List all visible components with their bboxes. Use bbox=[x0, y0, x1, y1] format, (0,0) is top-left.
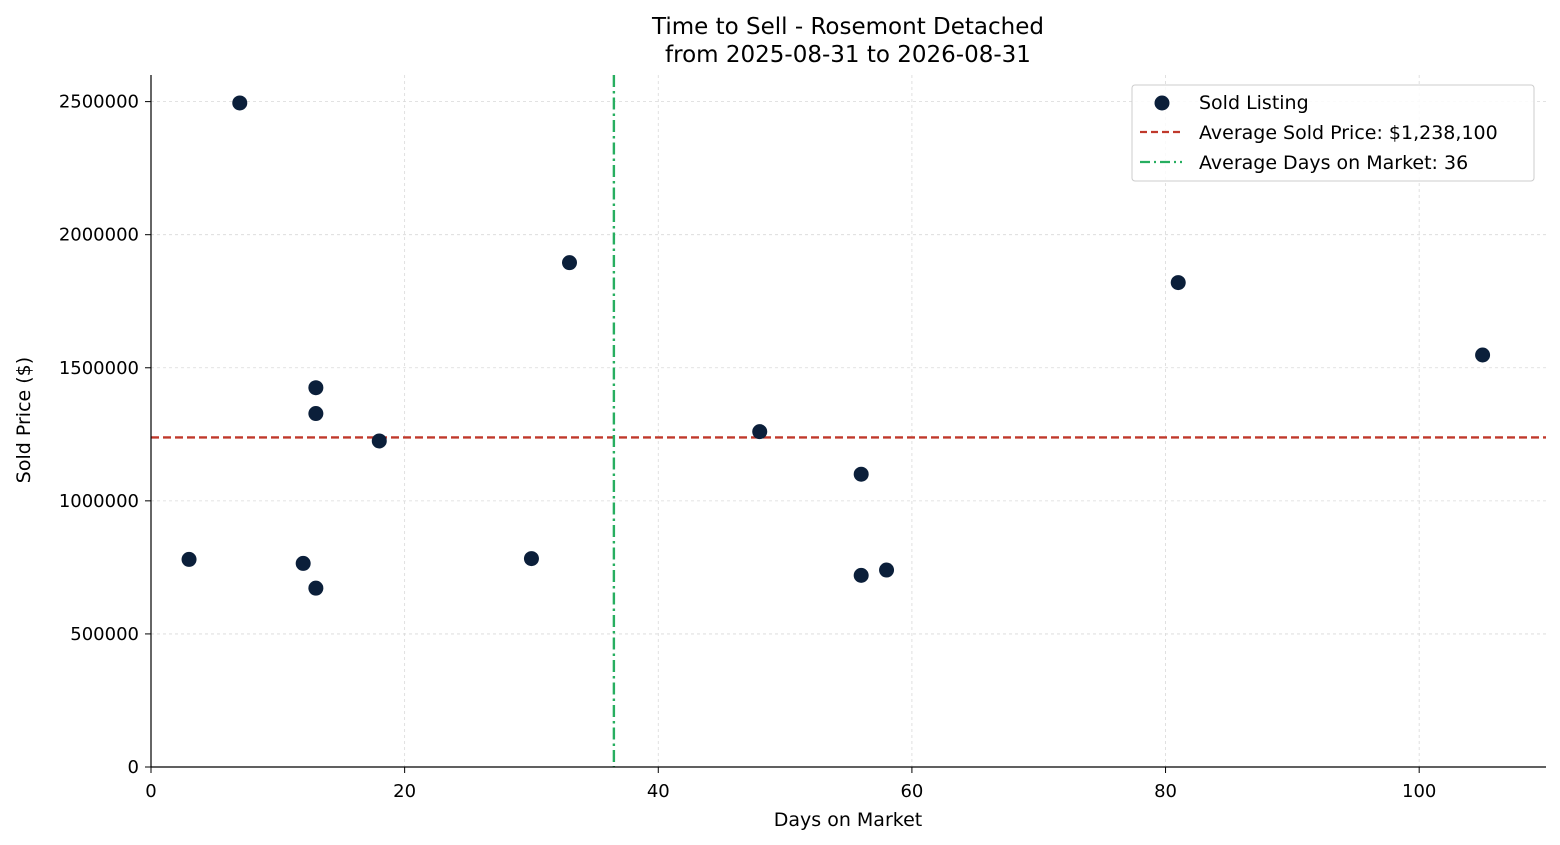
data-point bbox=[308, 406, 324, 422]
data-point bbox=[562, 255, 577, 271]
y-tick-label: 2500000 bbox=[59, 92, 139, 113]
legend: Sold Listing Average Sold Price: $1,238,… bbox=[1131, 84, 1535, 182]
data-point bbox=[879, 562, 895, 578]
grid bbox=[151, 75, 1546, 767]
data-point bbox=[853, 567, 869, 583]
data-point bbox=[308, 580, 324, 596]
x-axis-label: Days on Market bbox=[774, 809, 922, 831]
data-point bbox=[181, 551, 197, 567]
chart-title-line1: Time to Sell - Rosemont Detached bbox=[651, 14, 1044, 40]
tick-labels: 0 20 40 60 80 100 0 500000 1000000 1500000 2000000… bbox=[59, 92, 1437, 802]
data-points bbox=[181, 95, 1491, 596]
legend-marker-sold-listing bbox=[1154, 95, 1170, 111]
y-tick-label: 500000 bbox=[70, 624, 139, 645]
data-point bbox=[1170, 275, 1186, 291]
y-tick-label: 0 bbox=[128, 757, 139, 778]
x-tick-label: 40 bbox=[647, 781, 670, 802]
y-tick-label: 1500000 bbox=[59, 358, 139, 379]
data-point bbox=[371, 433, 387, 449]
y-tick-label: 2000000 bbox=[59, 225, 139, 246]
data-point bbox=[752, 424, 768, 440]
data-point bbox=[308, 380, 324, 396]
x-tick-label: 100 bbox=[1402, 781, 1436, 802]
legend-label-average-price: Average Sold Price: $1,238,100 bbox=[1199, 122, 1498, 144]
data-point bbox=[523, 551, 539, 567]
x-tick-label: 60 bbox=[900, 781, 923, 802]
legend-box bbox=[1131, 84, 1535, 182]
axes bbox=[145, 75, 1546, 773]
x-tick-label: 20 bbox=[393, 781, 416, 802]
data-point bbox=[295, 555, 311, 571]
chart-title-line2: from 2025-08-31 to 2026-08-31 bbox=[665, 42, 1031, 68]
legend-label-sold-listing: Sold Listing bbox=[1199, 92, 1309, 114]
y-axis-label: Sold Price ($) bbox=[13, 357, 35, 483]
data-point bbox=[853, 466, 869, 482]
data-point bbox=[1475, 347, 1491, 363]
legend-label-average-days: Average Days on Market: 36 bbox=[1199, 152, 1468, 174]
y-tick-label: 1000000 bbox=[59, 491, 139, 512]
x-tick-label: 0 bbox=[145, 781, 156, 802]
x-tick-label: 80 bbox=[1154, 781, 1177, 802]
data-point bbox=[232, 95, 248, 111]
